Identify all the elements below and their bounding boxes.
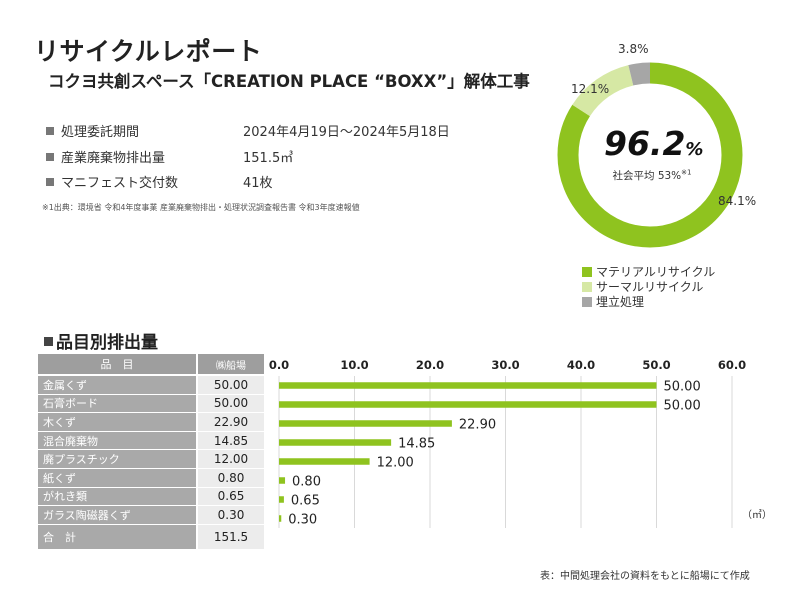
bar-value-labels: 50.00 50.00 22.90 14.85 12.00 0.80 0.65 0.30: [288, 380, 700, 528]
x-tick-label: 50.0: [642, 358, 670, 372]
bar-4: [279, 439, 392, 446]
table-row: 紙くず 0.80: [38, 468, 264, 488]
recycle-rate-unit: %: [685, 139, 704, 160]
table-cell-value: 0.65: [196, 487, 264, 507]
table-cell-name: ガラス陶磁器くず: [38, 505, 197, 525]
table-cell-name: 木くず: [38, 412, 197, 432]
recycle-rate-value: 96.2: [604, 124, 686, 163]
table-row: 混合廃棄物 14.85: [38, 431, 264, 451]
bar-6: [279, 477, 286, 484]
table-cell-name: 石膏ボード: [38, 394, 197, 414]
section-title-text: 品目別排出量: [56, 333, 158, 353]
x-tick-label: 60.0: [718, 358, 746, 372]
table-header-row: 品 目 ㈱船場: [38, 354, 264, 376]
society-average: 社会平均 53%※1: [604, 168, 700, 183]
legend-swatch: [582, 297, 592, 307]
recycle-donut-chart: [557, 62, 743, 248]
info-label-text: マニフェスト交付数: [61, 176, 179, 191]
bar-value-label: 0.80: [292, 475, 321, 490]
table-total-row: 合 計 151.5: [38, 524, 264, 550]
info-label-text: 処理委託期間: [61, 125, 140, 140]
table-cell-value: 0.80: [196, 468, 264, 488]
x-tick-label: 10.0: [340, 358, 368, 372]
legend-material: マテリアルリサイクル: [582, 263, 715, 280]
table-row: 木くず 22.90: [38, 412, 264, 432]
info-value-manifest: 41枚: [243, 176, 273, 191]
table-cell-name: がれき類: [38, 487, 197, 507]
x-tick-label: 30.0: [491, 358, 519, 372]
donut-slice-landfill: [557, 62, 743, 248]
legend-text: 埋立処理: [596, 295, 645, 309]
bar-3: [279, 420, 452, 427]
bar-value-label: 12.00: [377, 456, 414, 471]
table-header-company: ㈱船場: [196, 354, 264, 376]
table-cell-value: 12.00: [196, 449, 264, 469]
table-cell-value: 0.30: [196, 505, 264, 525]
table-row: ガラス陶磁器くず 0.30: [38, 505, 264, 525]
bar-marks: [279, 382, 657, 522]
waste-bar-chart: 0.0 10.0 20.0 30.0 40.0 50.0 60.0 50.00 50.00 22…: [269, 358, 746, 528]
info-label-text: 産業廃棄物排出量: [61, 151, 166, 166]
bar-1: [279, 382, 657, 389]
donut-label-thermal: 12.1%: [571, 82, 610, 96]
bar-7: [279, 496, 284, 503]
table-header-item: 品 目: [38, 354, 197, 376]
section-title: 品目別排出量: [44, 328, 158, 353]
table-cell-name: 紙くず: [38, 468, 197, 488]
bullet-square-icon: [46, 178, 54, 186]
table-cell-name: 廃プラスチック: [38, 449, 197, 469]
bullet-square-icon: [46, 127, 54, 135]
table-row: 廃プラスチック 12.00: [38, 449, 264, 469]
table-row: がれき類 0.65: [38, 487, 264, 507]
info-label-period: 処理委託期間: [46, 121, 139, 140]
legend-swatch: [582, 267, 592, 277]
table-total-value: 151.5: [196, 524, 264, 550]
source-note: ※1出典：環境省 令和4年度事業 産業廃棄物排出・処理状況調査報告書 令和3年度…: [42, 203, 360, 212]
bar-value-label: 14.85: [398, 437, 435, 452]
report-title: リサイクルレポート: [34, 37, 263, 66]
legend-thermal: サーマルリサイクル: [582, 278, 703, 295]
society-average-note: ※1: [681, 168, 692, 177]
x-tick-label: 0.0: [269, 358, 289, 372]
bar-value-label: 0.30: [288, 513, 317, 528]
report-subtitle: コクヨ共創スペース「CREATION PLACE “BOXX”」解体工事: [48, 72, 530, 91]
donut-slices: [557, 62, 743, 248]
donut-label-landfill: 3.8%: [618, 42, 649, 56]
donut-label-material: 84.1%: [718, 194, 757, 208]
bar-value-label: 0.65: [291, 494, 320, 509]
bar-5: [279, 458, 370, 465]
legend-text: マテリアルリサイクル: [596, 265, 716, 279]
legend-text: サーマルリサイクル: [596, 280, 704, 294]
bar-8: [279, 515, 282, 522]
table-row: 石膏ボード 50.00: [38, 394, 264, 414]
table-row: 金属くず 50.00: [38, 375, 264, 395]
table-total-name: 合 計: [38, 524, 197, 550]
bar-value-label: 50.00: [664, 380, 701, 395]
table-cell-name: 金属くず: [38, 375, 197, 395]
x-tick-label: 40.0: [567, 358, 595, 372]
bar-tick-labels: 0.0 10.0 20.0 30.0 40.0 50.0 60.0: [269, 358, 746, 372]
legend-landfill: 埋立処理: [582, 293, 644, 310]
table-cell-value: 50.00: [196, 375, 264, 395]
table-cell-name: 混合廃棄物: [38, 431, 197, 451]
recycle-rate: 96.2%: [604, 124, 704, 163]
society-average-text: 社会平均 53%: [612, 170, 682, 182]
table-cell-value: 22.90: [196, 412, 264, 432]
bullet-square-icon: [44, 337, 53, 346]
legend-swatch: [582, 282, 592, 292]
waste-table: 品 目 ㈱船場 金属くず 50.00 石膏ボード 50.00 木くず 22.90 混合…: [38, 354, 264, 550]
info-value-volume: 151.5㎥: [243, 151, 294, 166]
table-source-note: 表：中間処理会社の資料をもとに船場にて作成: [540, 571, 750, 582]
info-label-volume: 産業廃棄物排出量: [46, 147, 165, 166]
x-tick-label: 20.0: [416, 358, 444, 372]
bar-value-label: 22.90: [459, 418, 496, 433]
bullet-square-icon: [46, 153, 54, 161]
table-cell-value: 14.85: [196, 431, 264, 451]
chart-unit-label: （㎥）: [742, 510, 772, 521]
info-value-period: 2024年4月19日〜2024年5月18日: [243, 125, 450, 140]
table-cell-value: 50.00: [196, 394, 264, 414]
info-label-manifest: マニフェスト交付数: [46, 172, 178, 191]
bar-2: [279, 401, 657, 408]
bar-value-label: 50.00: [664, 399, 701, 414]
